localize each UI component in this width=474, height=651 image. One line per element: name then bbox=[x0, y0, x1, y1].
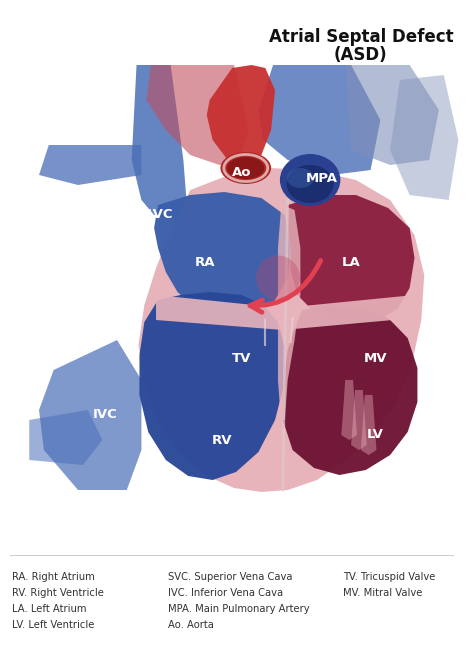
Polygon shape bbox=[283, 305, 418, 475]
Polygon shape bbox=[138, 168, 424, 492]
Ellipse shape bbox=[280, 154, 340, 206]
Text: Ao. Aorta: Ao. Aorta bbox=[168, 620, 214, 630]
Ellipse shape bbox=[287, 165, 334, 203]
Ellipse shape bbox=[220, 152, 271, 184]
Polygon shape bbox=[207, 65, 275, 162]
Text: Ao: Ao bbox=[232, 165, 252, 178]
Text: MPA. Main Pulmonary Artery: MPA. Main Pulmonary Artery bbox=[168, 604, 310, 614]
Ellipse shape bbox=[256, 255, 300, 301]
Polygon shape bbox=[351, 390, 367, 450]
Polygon shape bbox=[341, 380, 357, 440]
Polygon shape bbox=[132, 65, 187, 220]
Polygon shape bbox=[146, 65, 249, 165]
Text: TV. Tricuspid Valve: TV. Tricuspid Valve bbox=[343, 572, 436, 582]
Text: LA: LA bbox=[342, 255, 361, 268]
Polygon shape bbox=[139, 292, 285, 480]
Text: IVC: IVC bbox=[93, 408, 118, 421]
Ellipse shape bbox=[227, 157, 264, 179]
Text: SVC: SVC bbox=[143, 208, 173, 221]
Text: RA. Right Atrium: RA. Right Atrium bbox=[12, 572, 94, 582]
Text: SVC. Superior Vena Cava: SVC. Superior Vena Cava bbox=[168, 572, 292, 582]
Text: LV: LV bbox=[367, 428, 384, 441]
Polygon shape bbox=[288, 195, 414, 325]
Text: TV: TV bbox=[232, 352, 252, 365]
Polygon shape bbox=[39, 145, 141, 185]
Text: MV: MV bbox=[364, 352, 387, 365]
Text: RV: RV bbox=[212, 434, 233, 447]
Polygon shape bbox=[156, 295, 414, 330]
Text: LA. Left Atrium: LA. Left Atrium bbox=[12, 604, 86, 614]
Polygon shape bbox=[390, 75, 458, 200]
Text: Atrial Septal Defect: Atrial Septal Defect bbox=[269, 28, 453, 46]
Text: MPA: MPA bbox=[306, 171, 338, 184]
Ellipse shape bbox=[287, 168, 314, 188]
Polygon shape bbox=[346, 65, 439, 165]
Text: RV. Right Ventricle: RV. Right Ventricle bbox=[12, 588, 104, 598]
Text: MV. Mitral Valve: MV. Mitral Valve bbox=[343, 588, 423, 598]
Polygon shape bbox=[278, 205, 301, 420]
Text: (ASD): (ASD) bbox=[334, 46, 388, 64]
Polygon shape bbox=[361, 395, 376, 455]
Polygon shape bbox=[154, 192, 291, 318]
Polygon shape bbox=[258, 65, 380, 175]
Polygon shape bbox=[39, 340, 141, 490]
Text: RA: RA bbox=[194, 255, 215, 268]
Polygon shape bbox=[29, 410, 102, 465]
Text: IVC. Inferior Vena Cava: IVC. Inferior Vena Cava bbox=[168, 588, 283, 598]
Text: LV. Left Ventricle: LV. Left Ventricle bbox=[12, 620, 94, 630]
